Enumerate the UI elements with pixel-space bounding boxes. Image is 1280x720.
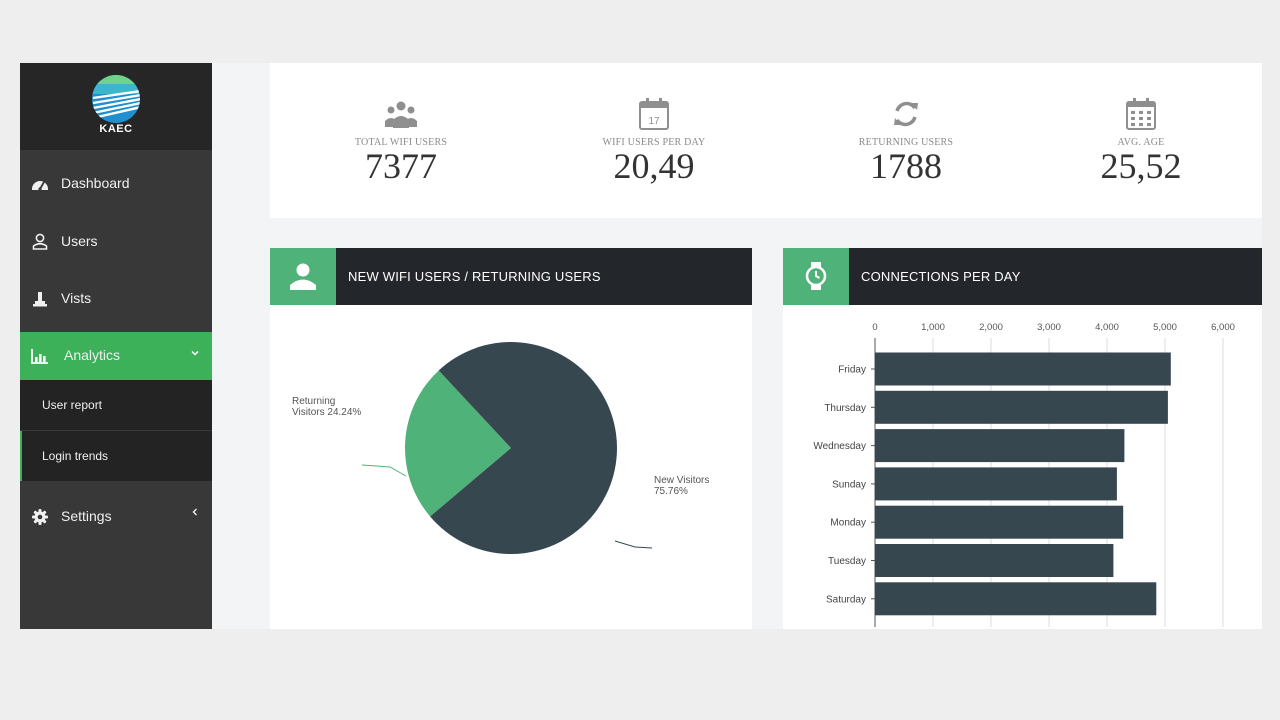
sidebar-item-label: Settings xyxy=(61,508,112,524)
stat-label: WIFI USERS PER DAY xyxy=(602,137,706,148)
stat-value: 25,52 xyxy=(1100,146,1182,186)
bar-x-tick-label: 5,000 xyxy=(1153,322,1177,333)
panel-new-vs-returning: NEW WIFI USERS / RETURNING USERS Returni… xyxy=(270,248,752,629)
sidebar-item-label: Dashboard xyxy=(61,175,130,191)
sidebar-subitem-label: User report xyxy=(42,398,103,412)
pie-leader-line xyxy=(614,540,653,549)
visits-icon xyxy=(33,292,47,307)
sidebar-item-visits[interactable]: Vists xyxy=(20,275,212,323)
stat-returning-users: RETURNING USERS 1788 xyxy=(816,97,996,184)
bar-tuesday[interactable] xyxy=(875,544,1114,577)
active-marker xyxy=(20,431,22,481)
bar-x-tick-label: 3,000 xyxy=(1037,322,1061,333)
pie-slice-returning-visitors[interactable] xyxy=(404,370,511,517)
sidebar-item-analytics[interactable]: Analytics xyxy=(20,332,212,380)
kaec-logo[interactable] xyxy=(91,74,141,124)
pie-slice-new-visitors[interactable] xyxy=(430,342,617,555)
brand-header: KAEC xyxy=(20,63,212,150)
bar-x-tick-label: 4,000 xyxy=(1095,322,1119,333)
sidebar-item-label: Vists xyxy=(61,290,92,306)
gear-icon xyxy=(32,509,48,525)
panel-title: NEW WIFI USERS / RETURNING USERS xyxy=(348,269,601,284)
sidebar-item-dashboard[interactable]: Dashboard xyxy=(20,160,212,208)
app-window: KAEC Dashboard Users Vists xyxy=(20,63,1262,629)
panel-title: CONNECTIONS PER DAY xyxy=(861,269,1021,284)
chevron-left-icon xyxy=(192,508,197,516)
sidebar-subitem-user-report[interactable]: User report xyxy=(20,380,212,430)
stat-value: 7377 xyxy=(365,146,437,186)
sidebar-item-settings[interactable]: Settings xyxy=(20,493,212,541)
sidebar-item-users[interactable]: Users xyxy=(20,218,212,266)
sidebar-item-label: Users xyxy=(61,233,98,249)
bar-category-label: Saturday xyxy=(826,594,866,605)
bar-category-label: Wednesday xyxy=(813,441,866,452)
bar-sunday[interactable] xyxy=(875,467,1117,501)
brand-name: KAEC xyxy=(99,123,133,135)
bar-x-tick-label: 2,000 xyxy=(979,322,1003,333)
bar-chart: 0 1,000 2,000 3,000 4,000 5,000 6,000 Friday Th… xyxy=(813,322,1235,627)
bar-friday[interactable] xyxy=(875,352,1171,386)
stat-total-wifi-users: TOTAL WIFI USERS 7377 xyxy=(311,97,491,184)
bar-category-label: Friday xyxy=(838,365,866,376)
user-icon xyxy=(32,233,48,250)
stat-wifi-users-per-day: 17 WIFI USERS PER DAY 20,49 xyxy=(564,97,744,184)
pie-chart: Returning Visitors 24.24% New Visitors 75.… xyxy=(292,342,709,555)
sidebar-item-label: Analytics xyxy=(64,347,121,363)
bar-thursday[interactable] xyxy=(875,390,1168,424)
stats-bar: TOTAL WIFI USERS 7377 17 WIFI USERS PER … xyxy=(270,63,1262,218)
sidebar: KAEC Dashboard Users Vists xyxy=(20,63,212,629)
users-icon xyxy=(385,101,417,128)
panel-header: NEW WIFI USERS / RETURNING USERS xyxy=(270,248,752,305)
stat-label: TOTAL WIFI USERS xyxy=(354,137,448,148)
calendar-grid-icon xyxy=(1126,98,1156,130)
person-icon xyxy=(290,263,316,290)
calendar-17-icon: 17 xyxy=(639,98,669,130)
stat-label: AVG. AGE xyxy=(1117,137,1165,148)
pie-label-returning: Returning Visitors 24.24% xyxy=(292,396,361,418)
stat-avg-age: AVG. AGE 25,52 xyxy=(1051,97,1231,184)
refresh-icon xyxy=(894,101,918,127)
dashboard-icon xyxy=(32,181,48,191)
watch-icon xyxy=(805,262,827,290)
panel-header: CONNECTIONS PER DAY xyxy=(783,248,1262,305)
bar-category-label: Sunday xyxy=(832,479,866,490)
stat-label: RETURNING USERS xyxy=(858,137,954,148)
bar-category-label: Thursday xyxy=(824,403,866,414)
chevron-down-icon xyxy=(191,350,199,356)
chart-icon xyxy=(31,349,48,364)
bar-wednesday[interactable] xyxy=(875,429,1125,463)
pie-label-new: New Visitors 75.76% xyxy=(654,475,709,497)
bar-saturday[interactable] xyxy=(875,582,1157,616)
panel-connections-per-day: CONNECTIONS PER DAY 0 1,000 2,000 3,000 4,00… xyxy=(783,248,1262,629)
svg-text:17: 17 xyxy=(648,116,660,127)
bar-x-tick-label: 6,000 xyxy=(1211,322,1235,333)
stat-value: 20,49 xyxy=(613,146,695,186)
sidebar-subitem-label: Login trends xyxy=(42,449,109,463)
bar-category-label: Tuesday xyxy=(828,556,866,567)
bar-x-tick-label: 0 xyxy=(872,322,877,333)
bar-category-label: Monday xyxy=(830,518,866,529)
pie-leader-line xyxy=(361,464,407,477)
bar-monday[interactable] xyxy=(875,505,1124,539)
sidebar-subitem-login-trends[interactable]: Login trends xyxy=(20,431,212,481)
bar-x-tick-label: 1,000 xyxy=(921,322,945,333)
stat-value: 1788 xyxy=(870,146,942,186)
